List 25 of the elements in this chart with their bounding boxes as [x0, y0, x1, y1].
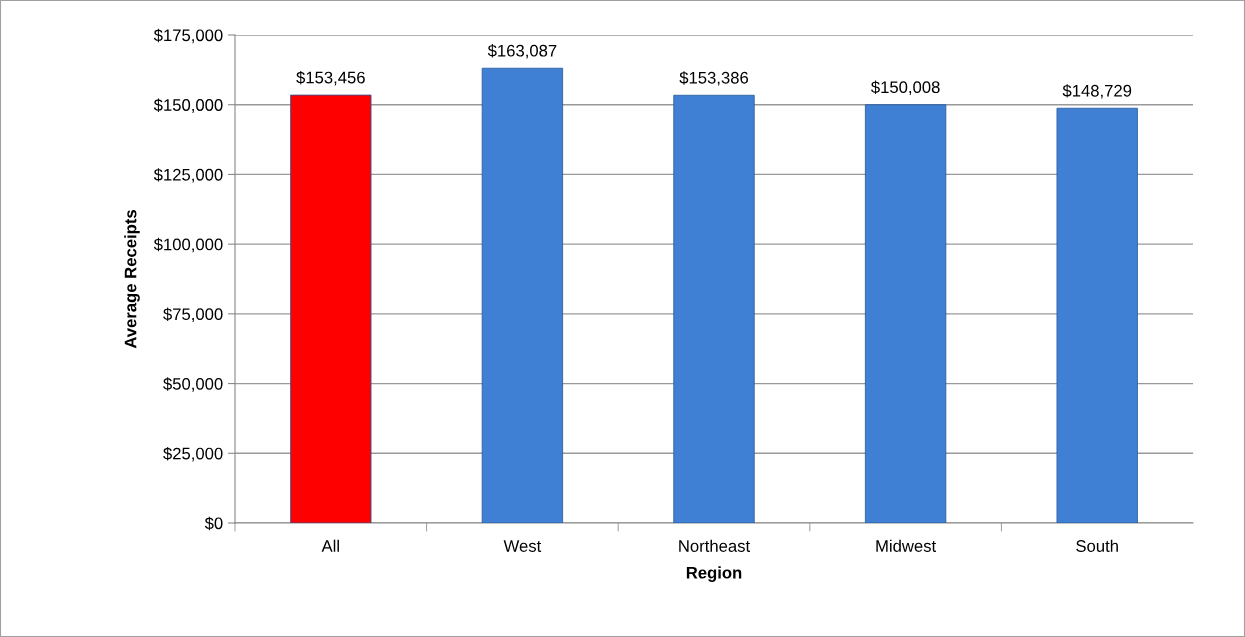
x-tick-label: All: [321, 539, 339, 552]
x-tick-label: Northeast: [679, 539, 751, 552]
data-label: $153,456: [296, 70, 365, 86]
y-tick-label: $75,000: [163, 307, 223, 323]
data-label: $150,008: [871, 80, 940, 96]
x-axis-title: Region: [686, 566, 742, 582]
y-axis-title: Average Receipts: [124, 210, 140, 349]
bar: [1056, 107, 1138, 523]
bar: [290, 94, 372, 523]
data-label: $153,386: [679, 71, 749, 86]
x-tick-label: West: [503, 540, 542, 552]
x-tick-label: South: [1076, 539, 1118, 552]
y-tick-label: $175,000: [153, 28, 223, 44]
bar: [481, 67, 564, 523]
y-tick-label: $100,000: [153, 237, 223, 253]
y-tick-label: $50,000: [163, 377, 223, 392]
y-tick-label: $150,000: [153, 98, 223, 113]
x-tick-label: Midwest: [876, 539, 937, 552]
y-tick-label: $125,000: [153, 168, 223, 183]
data-label: $163,087: [487, 44, 557, 59]
data-label: $148,729: [1062, 84, 1132, 99]
y-tick-label: $0: [204, 516, 223, 531]
bar: [673, 94, 755, 523]
y-tick-label: $25,000: [163, 446, 223, 462]
bar: [864, 104, 947, 523]
